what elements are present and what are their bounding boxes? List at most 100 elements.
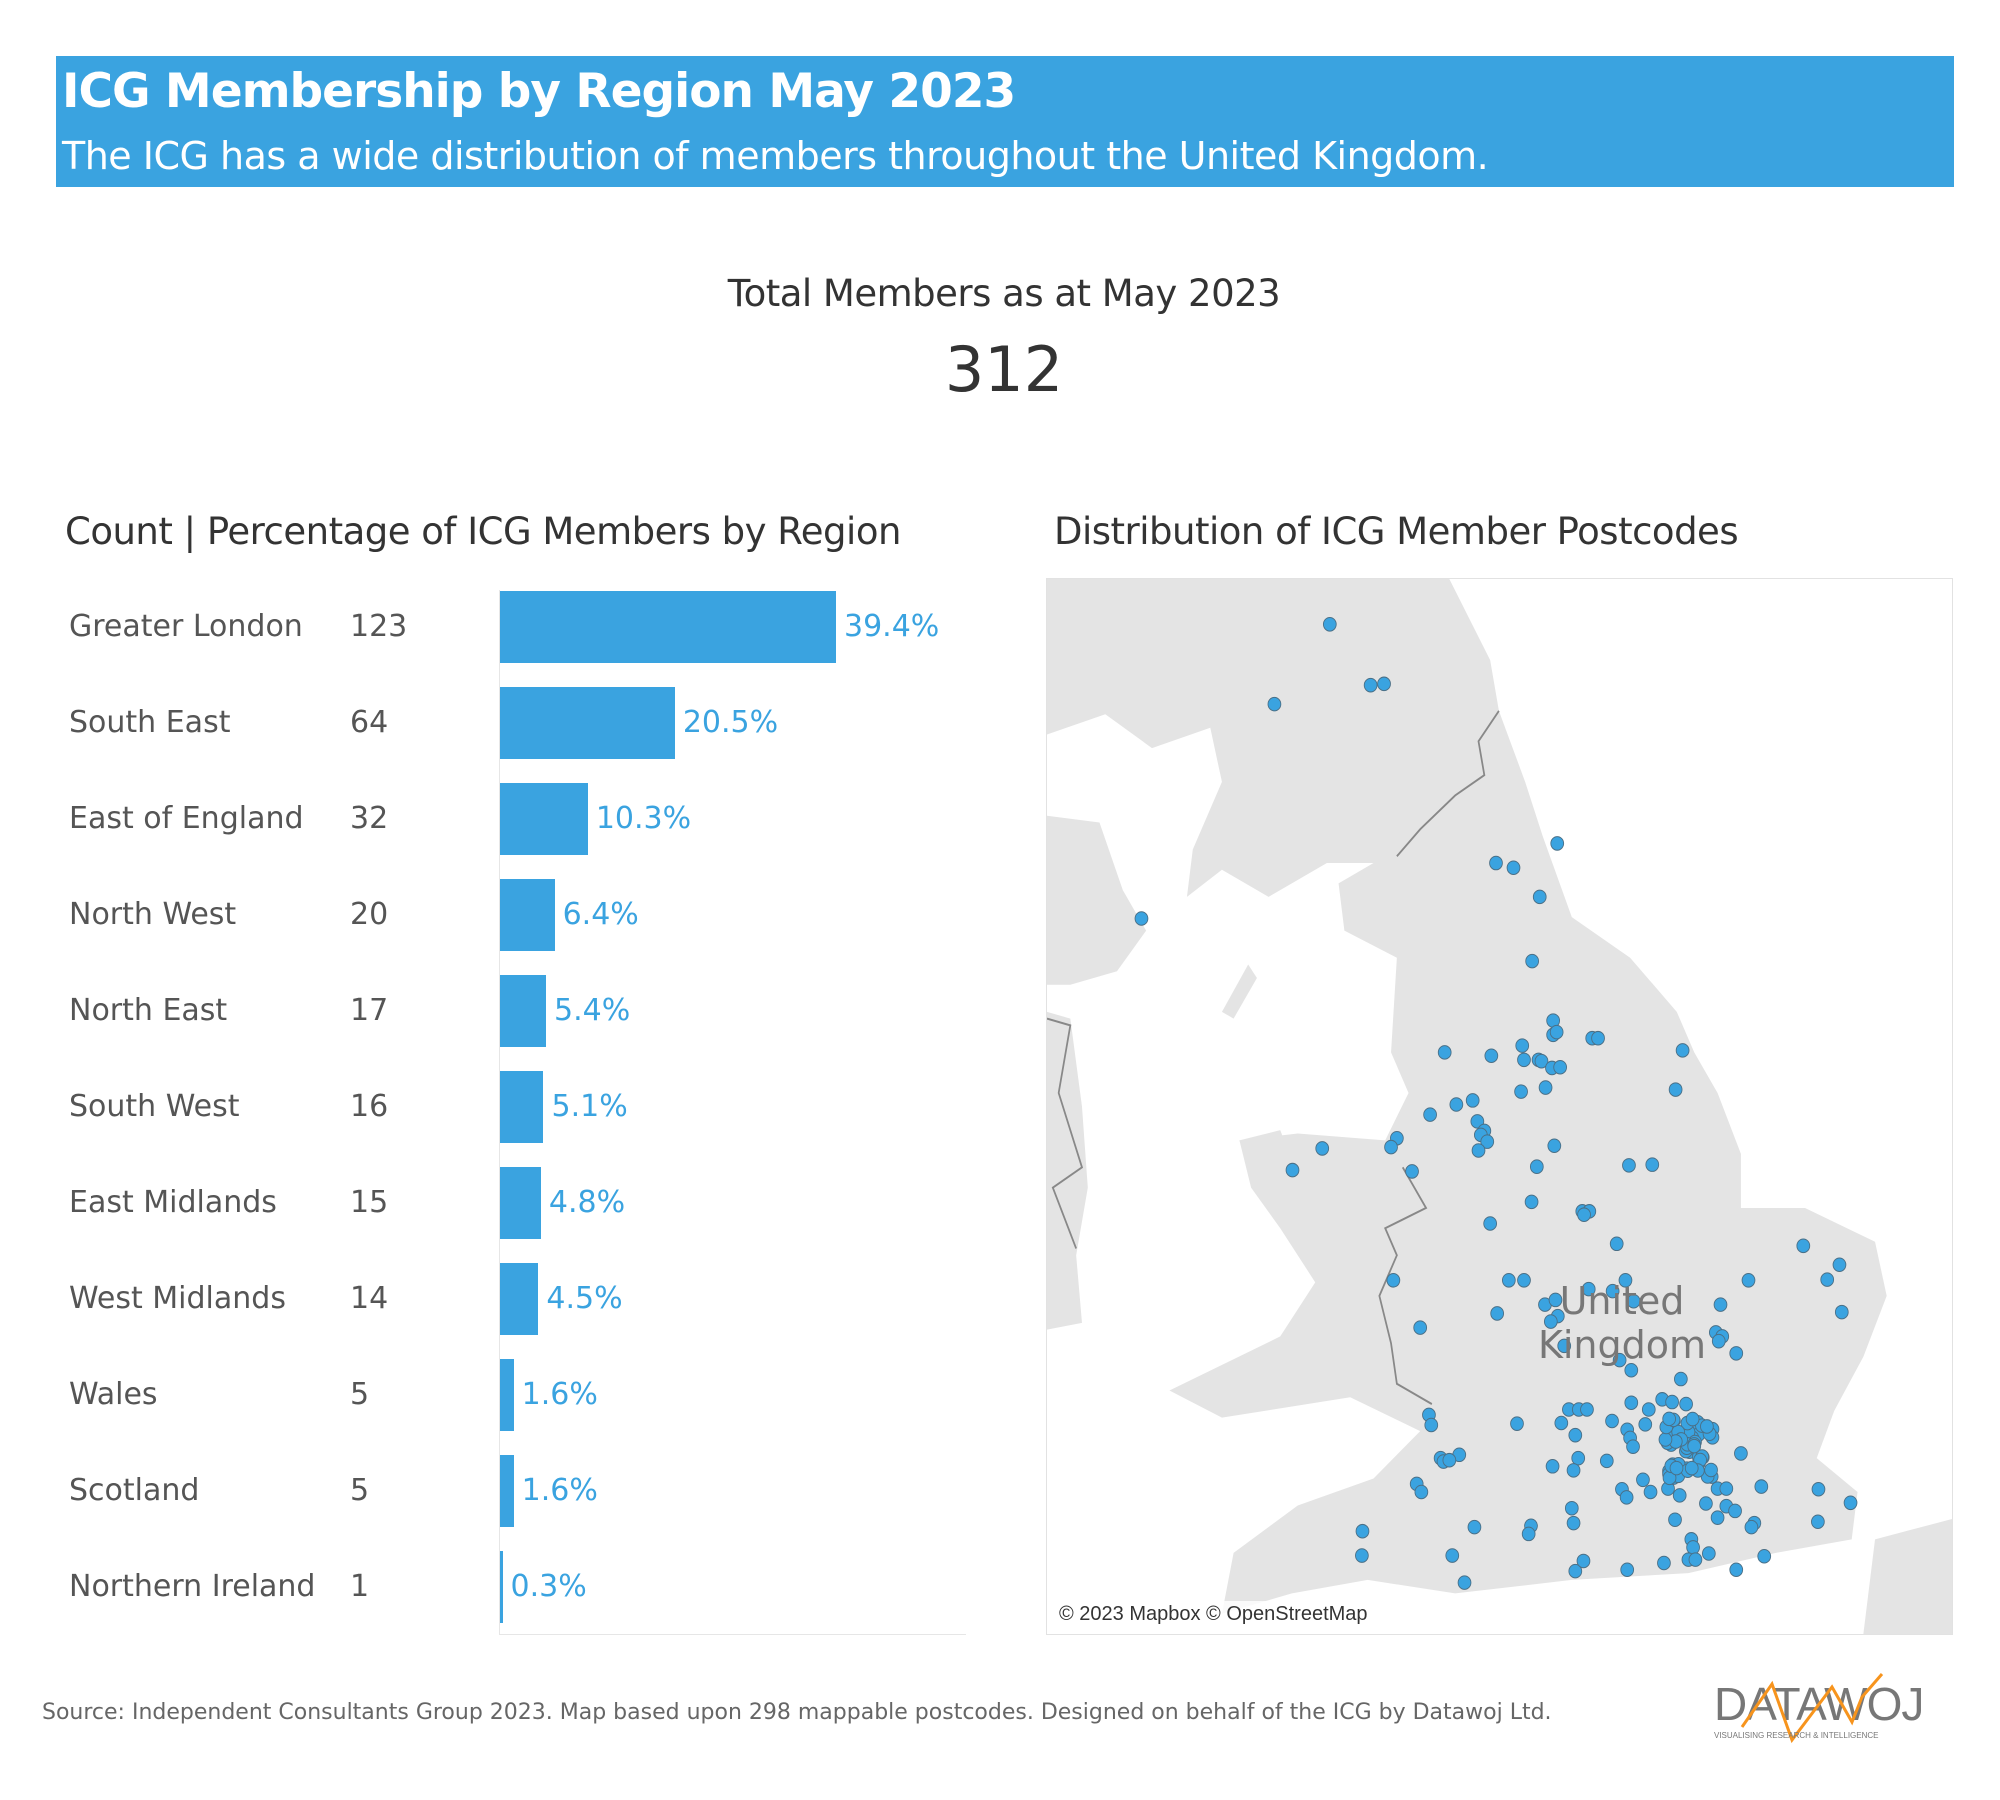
postcode-dot[interactable]: [1470, 1114, 1485, 1129]
postcode-dot[interactable]: [1549, 1024, 1564, 1040]
postcode-dot[interactable]: [1687, 1438, 1702, 1454]
postcode-dot[interactable]: [1811, 1482, 1826, 1497]
region-bar[interactable]: [500, 975, 547, 1047]
postcode-dot[interactable]: [1515, 1038, 1530, 1053]
region-bar[interactable]: [500, 1551, 503, 1623]
postcode-dot[interactable]: [1547, 1138, 1562, 1153]
postcode-dot[interactable]: [1581, 1281, 1596, 1297]
postcode-dot[interactable]: [1525, 953, 1540, 969]
postcode-dot[interactable]: [1457, 1575, 1472, 1590]
postcode-dot[interactable]: [1489, 855, 1503, 871]
postcode-dot[interactable]: [1672, 1488, 1687, 1503]
postcode-dot[interactable]: [1728, 1503, 1742, 1519]
postcode-dot[interactable]: [1713, 1297, 1728, 1312]
postcode-dot[interactable]: [1532, 889, 1547, 905]
postcode-dot[interactable]: [1363, 677, 1378, 693]
postcode-dot[interactable]: [1285, 1162, 1300, 1178]
postcode-dot[interactable]: [1580, 1402, 1594, 1417]
postcode-dot[interactable]: [1699, 1496, 1713, 1511]
postcode-dot[interactable]: [1449, 1097, 1464, 1112]
postcode-dot[interactable]: [1506, 860, 1521, 876]
region-bar[interactable]: [500, 687, 675, 759]
postcode-dot[interactable]: [1405, 1164, 1419, 1179]
postcode-dot[interactable]: [1267, 696, 1282, 712]
postcode-dot[interactable]: [1599, 1453, 1614, 1469]
postcode-dot[interactable]: [1514, 1084, 1528, 1099]
postcode-dot[interactable]: [1414, 1484, 1429, 1500]
postcode-dot[interactable]: [1550, 836, 1565, 851]
postcode-dot[interactable]: [1686, 1540, 1700, 1555]
postcode-dot[interactable]: [1662, 1411, 1677, 1427]
region-bar[interactable]: [500, 1455, 514, 1527]
postcode-dot[interactable]: [1700, 1419, 1714, 1434]
postcode-dot[interactable]: [1384, 1139, 1398, 1155]
postcode-dot[interactable]: [1510, 1416, 1524, 1431]
postcode-dot[interactable]: [1832, 1257, 1847, 1273]
postcode-dot[interactable]: [1643, 1484, 1658, 1500]
postcode-dot[interactable]: [1638, 1417, 1653, 1432]
postcode-dot[interactable]: [1591, 1030, 1605, 1046]
postcode-dot[interactable]: [1811, 1514, 1825, 1530]
postcode-dot[interactable]: [1624, 1362, 1639, 1378]
map-attribution[interactable]: © 2023 Mapbox © OpenStreetMap: [1053, 1601, 1374, 1628]
postcode-dot[interactable]: [1624, 1395, 1639, 1410]
postcode-dot[interactable]: [1386, 1273, 1401, 1288]
postcode-dot[interactable]: [1619, 1490, 1634, 1505]
postcode-dot[interactable]: [1626, 1293, 1641, 1309]
postcode-dot[interactable]: [1734, 1446, 1748, 1461]
postcode-dot[interactable]: [1480, 1134, 1495, 1149]
postcode-dot[interactable]: [1684, 1460, 1699, 1476]
postcode-dot[interactable]: [1571, 1450, 1586, 1466]
postcode-dot[interactable]: [1524, 1194, 1539, 1210]
postcode-dot[interactable]: [1557, 1338, 1572, 1354]
postcode-dot[interactable]: [1534, 1053, 1549, 1069]
postcode-dot[interactable]: [1445, 1548, 1460, 1563]
postcode-dot[interactable]: [1675, 1043, 1690, 1058]
postcode-dot[interactable]: [1413, 1320, 1428, 1335]
postcode-dot[interactable]: [1669, 1460, 1684, 1476]
postcode-dot[interactable]: [1843, 1495, 1858, 1511]
postcode-dot[interactable]: [1548, 1292, 1563, 1308]
region-bar[interactable]: [500, 783, 588, 855]
postcode-dot[interactable]: [1576, 1553, 1591, 1569]
region-bar[interactable]: [500, 879, 555, 951]
postcode-dot[interactable]: [1484, 1048, 1499, 1064]
postcode-dot[interactable]: [1471, 1143, 1486, 1158]
postcode-dot[interactable]: [1658, 1432, 1673, 1447]
postcode-dot[interactable]: [1626, 1439, 1640, 1454]
region-bar[interactable]: [500, 1071, 544, 1143]
postcode-dot[interactable]: [1322, 617, 1337, 632]
postcode-dot[interactable]: [1657, 1555, 1671, 1571]
postcode-dot[interactable]: [1377, 676, 1391, 692]
postcode-dot[interactable]: [1729, 1346, 1744, 1361]
postcode-dot[interactable]: [1538, 1080, 1553, 1095]
postcode-dot[interactable]: [1710, 1510, 1725, 1525]
postcode-dot[interactable]: [1529, 1159, 1544, 1174]
postcode-map[interactable]: United Kingdom © 2023 Mapbox © OpenStree…: [1046, 578, 1953, 1635]
postcode-dot[interactable]: [1612, 1352, 1627, 1368]
postcode-dot[interactable]: [1553, 1060, 1567, 1075]
postcode-dot[interactable]: [1566, 1515, 1581, 1531]
postcode-dot[interactable]: [1622, 1158, 1636, 1173]
postcode-dot[interactable]: [1517, 1052, 1531, 1068]
postcode-dot[interactable]: [1134, 911, 1149, 926]
postcode-dot[interactable]: [1577, 1207, 1591, 1222]
postcode-dot[interactable]: [1564, 1500, 1579, 1516]
postcode-dot[interactable]: [1543, 1314, 1558, 1329]
postcode-dot[interactable]: [1641, 1402, 1656, 1417]
postcode-dot[interactable]: [1605, 1413, 1619, 1429]
postcode-dot[interactable]: [1636, 1472, 1650, 1488]
postcode-dot[interactable]: [1467, 1519, 1482, 1535]
postcode-dot[interactable]: [1424, 1417, 1439, 1433]
postcode-dot[interactable]: [1679, 1396, 1693, 1412]
map-canvas[interactable]: [1047, 579, 1952, 1634]
postcode-dot[interactable]: [1685, 1411, 1700, 1427]
postcode-dot[interactable]: [1501, 1273, 1516, 1288]
postcode-dot[interactable]: [1483, 1216, 1498, 1231]
postcode-dot[interactable]: [1554, 1415, 1569, 1431]
postcode-dot[interactable]: [1609, 1236, 1624, 1252]
postcode-dot[interactable]: [1741, 1273, 1756, 1288]
postcode-dot[interactable]: [1355, 1548, 1369, 1563]
postcode-dot[interactable]: [1820, 1272, 1835, 1287]
postcode-dot[interactable]: [1618, 1273, 1633, 1288]
